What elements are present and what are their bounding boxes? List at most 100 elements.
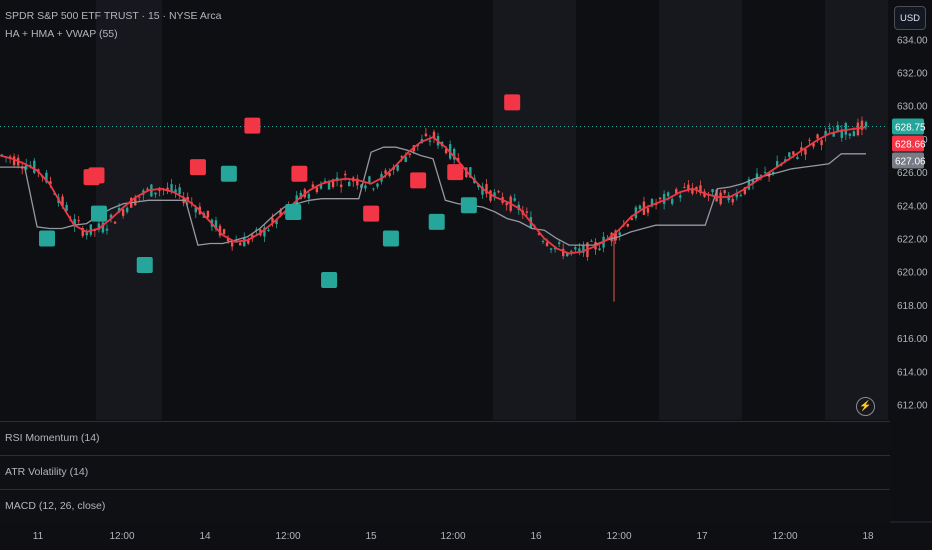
candle-body <box>20 166 24 169</box>
candle-body <box>424 133 428 137</box>
candle-body <box>820 140 823 146</box>
candle-body <box>33 160 36 173</box>
candle-body <box>852 131 856 137</box>
candle-body <box>618 232 621 236</box>
price-tag <box>892 152 924 169</box>
sell-signal-marker <box>410 172 427 189</box>
candle-body <box>844 123 848 135</box>
candle-body <box>711 189 714 193</box>
candle-body <box>646 208 650 213</box>
price-tick-label: 626.00 <box>897 168 928 179</box>
candle-body <box>747 179 751 190</box>
price-axis-bg <box>888 0 932 420</box>
sell-signal-marker <box>504 94 521 111</box>
candle-body <box>719 192 722 205</box>
candle-body <box>561 248 565 257</box>
pane-atr[interactable]: ATR Volatility (14) <box>0 455 890 489</box>
candle-body <box>121 209 125 216</box>
candle-body <box>695 186 698 190</box>
price-tick-label: 634.00 <box>897 35 928 46</box>
candle-body <box>775 161 779 167</box>
buy-signal-marker <box>428 213 445 230</box>
candle-body <box>541 240 545 242</box>
indicator-title[interactable]: HA + HMA + VWAP (55) <box>5 28 118 40</box>
session-bands <box>96 0 888 420</box>
price-tick-label: 630.00 <box>897 102 928 113</box>
candle-body <box>428 140 432 142</box>
candle-body <box>247 239 250 244</box>
candle-body <box>73 219 76 227</box>
candle-body <box>348 181 351 187</box>
candle-body <box>138 196 141 198</box>
candle-body <box>186 196 189 201</box>
time-tick-label: 14 <box>199 531 211 542</box>
candle-body <box>505 203 508 206</box>
session-band <box>493 0 576 420</box>
sell-signal-marker <box>291 165 308 182</box>
candle-body <box>444 148 448 154</box>
candle-body <box>497 191 500 193</box>
time-tick-label: 16 <box>530 531 542 542</box>
candle-body <box>735 192 739 198</box>
buy-signal-marker <box>39 230 56 247</box>
candle-body <box>364 185 367 189</box>
candle-body <box>824 130 827 137</box>
price-axis: 634.00632.00630.00628.00626.00624.00622.… <box>888 0 932 420</box>
pane-macd[interactable]: MACD (12, 26, close) <box>0 489 890 523</box>
candle-body <box>384 170 387 174</box>
candle-body <box>315 187 319 193</box>
candle-body <box>331 179 335 187</box>
time-tick-label: 18 <box>862 531 874 542</box>
candle-body <box>12 156 16 166</box>
candle-body <box>263 227 266 237</box>
candle-body <box>638 205 642 209</box>
candle-body <box>578 248 581 252</box>
candle-body <box>432 131 436 139</box>
pane-rsi[interactable]: RSI Momentum (14) <box>0 421 890 455</box>
candle-body <box>105 228 109 231</box>
candle-body <box>206 210 210 218</box>
candle-body <box>267 229 270 232</box>
sell-signal-marker <box>363 205 380 222</box>
candle-body <box>864 122 868 127</box>
price-tick-label: 618.00 <box>897 301 928 312</box>
candle-body <box>174 189 177 193</box>
candle-body <box>109 214 113 218</box>
candle-body <box>178 187 181 194</box>
price-tag-label: 627.06 <box>895 156 926 167</box>
buy-signal-marker <box>382 230 399 247</box>
price-tick-label: 616.00 <box>897 334 928 345</box>
candle-body <box>812 143 815 147</box>
candle-body <box>513 198 516 201</box>
sell-signal-marker <box>189 159 206 176</box>
candle-body <box>469 167 472 178</box>
candle-body <box>848 133 852 136</box>
candle-body <box>788 152 791 157</box>
candle-body <box>626 223 629 227</box>
candle-body <box>481 186 484 195</box>
candle-body <box>275 219 278 225</box>
time-axis: 11 12:00 14 12:00 15 12:00 16 12:00 17 12:00 18 <box>0 521 932 550</box>
candle-body <box>404 156 407 162</box>
candle-body <box>699 185 702 194</box>
lightning-icon[interactable]: ⚡ <box>856 397 875 416</box>
candle-body <box>89 224 93 235</box>
candle-body <box>691 187 694 194</box>
candle-body <box>214 220 218 230</box>
candle-body <box>590 240 593 242</box>
candle-body <box>828 127 831 129</box>
time-tick-label: 15 <box>365 531 377 542</box>
vwap-line <box>0 146 866 246</box>
currency-button[interactable]: USD <box>894 6 926 30</box>
sell-signal-marker <box>88 167 105 184</box>
pane-macd-label: MACD (12, 26, close) <box>5 500 106 512</box>
candle-body <box>218 225 222 236</box>
candle-body <box>61 196 64 206</box>
candle-body <box>860 120 864 130</box>
time-tick-label: 12:00 <box>275 531 300 542</box>
hma-line <box>0 126 867 255</box>
session-band <box>825 0 888 420</box>
candle-body <box>743 187 747 195</box>
candle-body <box>194 207 197 213</box>
